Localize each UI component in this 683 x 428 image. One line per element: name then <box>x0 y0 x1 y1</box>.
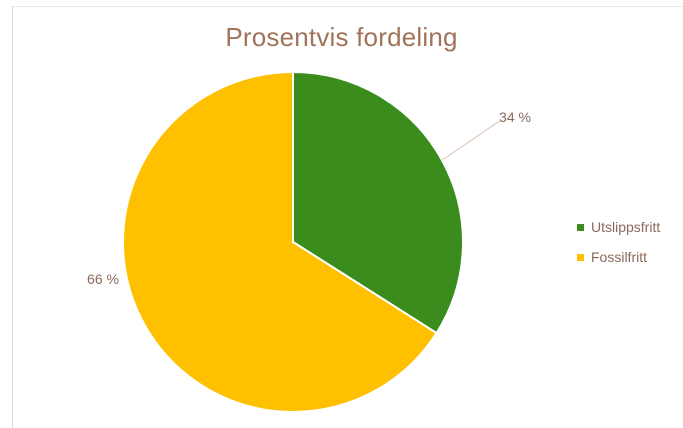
legend-item-fossilfritt: Fossilfritt <box>577 246 660 268</box>
pie-slices <box>122 71 465 413</box>
legend-swatch-fossilfritt <box>577 253 584 261</box>
data-label-fossilfritt: 66 % <box>87 271 119 287</box>
legend-item-utslippsfritt: Utslippsfritt <box>577 216 660 238</box>
legend: Utslippsfritt Fossilfritt <box>577 216 660 276</box>
data-label-utslippsfritt: 34 % <box>499 109 531 125</box>
legend-label-fossilfritt: Fossilfritt <box>591 249 647 265</box>
pie-slice-fossilfritt <box>122 71 438 413</box>
legend-label-utslippsfritt: Utslippsfritt <box>591 219 661 235</box>
data-labels: 34 % 66 % <box>87 109 531 287</box>
legend-swatch-utslippsfritt <box>577 223 584 231</box>
chart-title: Prosentvis fordeling <box>225 22 458 52</box>
leader-line-utslippsfritt <box>441 121 500 161</box>
